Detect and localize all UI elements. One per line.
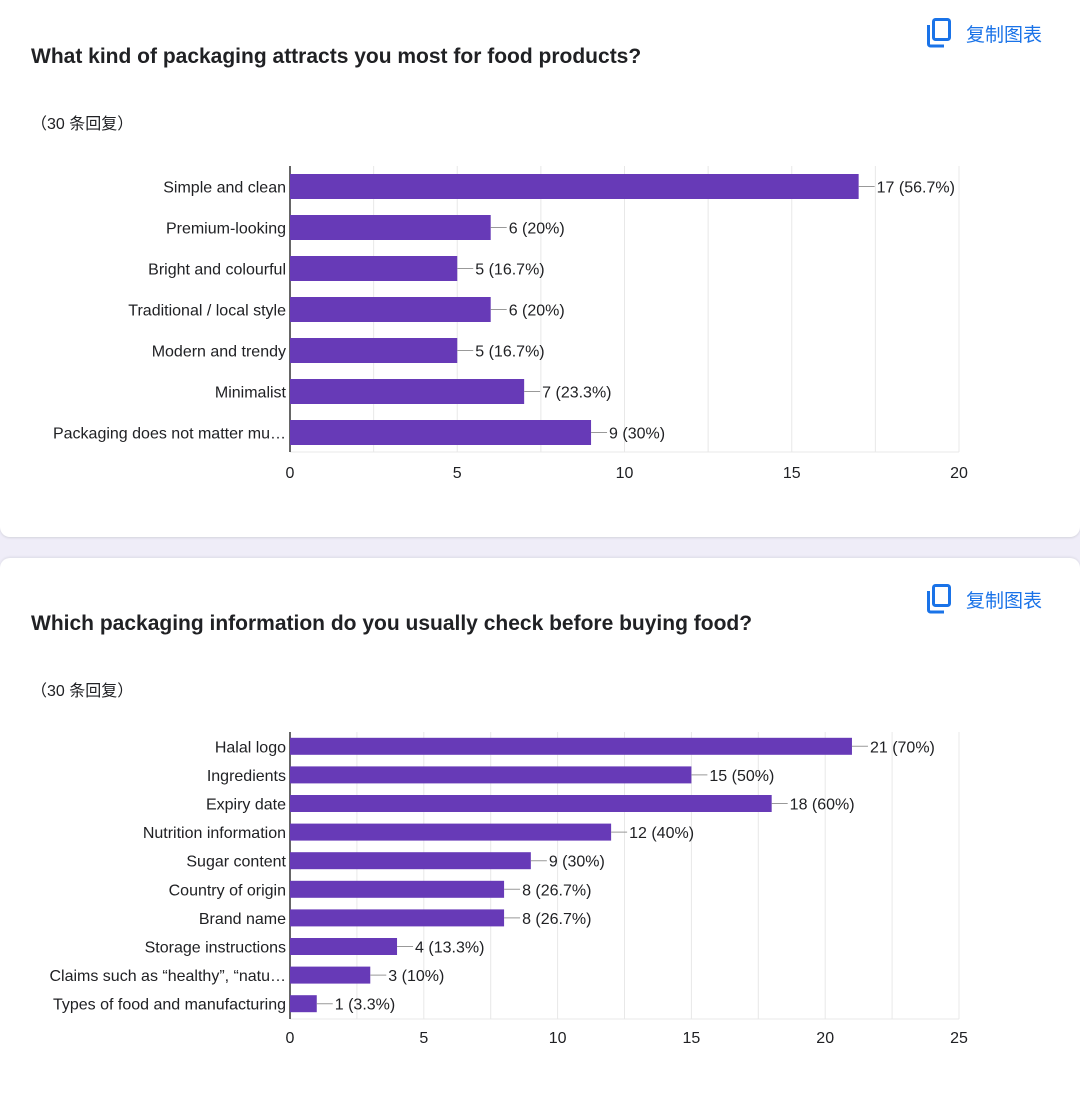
response-count: （30 条回复） bbox=[31, 116, 134, 133]
x-tick-label: 0 bbox=[286, 1030, 295, 1047]
category-label: Packaging does not matter mu… bbox=[53, 426, 286, 443]
data-label: 9 (30%) bbox=[609, 426, 665, 443]
x-tick-label: 20 bbox=[950, 465, 968, 482]
data-label: 6 (20%) bbox=[509, 303, 565, 320]
category-label: Premium-looking bbox=[166, 221, 286, 238]
response-count: （30 条回复） bbox=[31, 683, 134, 700]
copy-icon bbox=[926, 584, 951, 614]
data-label: 5 (16.7%) bbox=[475, 344, 544, 361]
data-label: 15 (50%) bbox=[709, 768, 774, 785]
bar bbox=[290, 379, 525, 404]
question-title: What kind of packaging attracts you most… bbox=[31, 45, 642, 68]
bar bbox=[290, 909, 505, 927]
bar-chart: 0 5 10 15 20 25 Halal logo 21 (70%) Ingredients 1… bbox=[49, 732, 968, 1047]
bar bbox=[290, 823, 612, 841]
category-label: Nutrition information bbox=[143, 825, 286, 842]
question-card-packaging-information: 复制图表 Which packaging information do you … bbox=[0, 558, 1080, 1099]
category-label: Bright and colourful bbox=[148, 262, 286, 279]
data-label: 7 (23.3%) bbox=[542, 385, 611, 402]
data-label: 6 (20%) bbox=[509, 221, 565, 238]
bar bbox=[290, 995, 317, 1013]
question-title: Which packaging information do you usual… bbox=[31, 612, 753, 635]
copy-chart-button[interactable]: 复制图表 bbox=[926, 18, 1042, 48]
category-label: Minimalist bbox=[215, 385, 287, 402]
bar bbox=[290, 766, 692, 784]
data-label: 8 (26.7%) bbox=[522, 882, 591, 899]
bar bbox=[290, 737, 852, 755]
bar bbox=[290, 938, 398, 955]
data-label: 3 (10%) bbox=[388, 968, 444, 985]
x-tick-label: 15 bbox=[783, 465, 801, 482]
data-label: 1 (3.3%) bbox=[335, 997, 395, 1014]
x-tick-label: 10 bbox=[549, 1030, 567, 1047]
copy-chart-button[interactable]: 复制图表 bbox=[926, 584, 1042, 614]
bar bbox=[290, 256, 458, 281]
category-label: Claims such as “healthy”, “natu… bbox=[49, 968, 286, 985]
category-label: Expiry date bbox=[206, 797, 286, 814]
bar-chart: 0 5 10 15 20 Simple and clean 17 (56.7%) Premiu… bbox=[53, 166, 968, 482]
category-label: Country of origin bbox=[169, 882, 286, 899]
bar bbox=[290, 880, 505, 898]
data-label: 12 (40%) bbox=[629, 825, 694, 842]
question-card-packaging-attraction: 复制图表 What kind of packaging attracts you… bbox=[0, 0, 1080, 537]
copy-icon bbox=[926, 18, 951, 48]
category-label: Sugar content bbox=[186, 854, 286, 871]
data-label: 8 (26.7%) bbox=[522, 911, 591, 928]
bar bbox=[290, 852, 531, 870]
data-label: 5 (16.7%) bbox=[475, 262, 544, 279]
category-label: Storage instructions bbox=[145, 940, 286, 957]
bar bbox=[290, 297, 491, 322]
copy-chart-label: 复制图表 bbox=[965, 590, 1042, 612]
data-label: 18 (60%) bbox=[790, 797, 855, 814]
category-label: Simple and clean bbox=[163, 180, 286, 197]
bar bbox=[290, 338, 458, 363]
category-label: Traditional / local style bbox=[128, 303, 286, 320]
category-label: Brand name bbox=[199, 911, 286, 928]
x-tick-label: 15 bbox=[683, 1030, 701, 1047]
data-label: 17 (56.7%) bbox=[877, 180, 955, 197]
x-tick-label: 5 bbox=[453, 465, 462, 482]
bar bbox=[290, 420, 592, 445]
copy-chart-label: 复制图表 bbox=[965, 24, 1042, 46]
category-label: Modern and trendy bbox=[152, 344, 286, 361]
data-label: 4 (13.3%) bbox=[415, 940, 484, 957]
x-tick-label: 20 bbox=[816, 1030, 834, 1047]
category-label: Types of food and manufacturing bbox=[53, 997, 286, 1014]
bar bbox=[290, 966, 371, 984]
bar bbox=[290, 174, 859, 199]
bar bbox=[290, 215, 491, 240]
data-label: 9 (30%) bbox=[549, 854, 605, 871]
x-tick-label: 25 bbox=[950, 1030, 968, 1047]
category-label: Halal logo bbox=[215, 739, 286, 756]
x-tick-label: 5 bbox=[419, 1030, 428, 1047]
data-label: 21 (70%) bbox=[870, 739, 935, 756]
bar bbox=[290, 795, 772, 812]
category-label: Ingredients bbox=[207, 768, 286, 785]
x-tick-label: 10 bbox=[616, 465, 634, 482]
x-tick-label: 0 bbox=[286, 465, 295, 482]
